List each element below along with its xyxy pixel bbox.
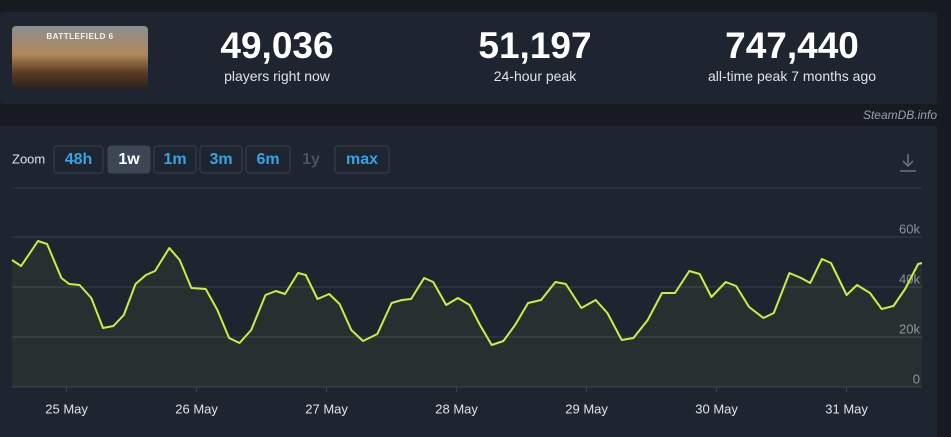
game-image: BATTLEFIELD 6 bbox=[12, 26, 148, 88]
x-tick-label: 30 May bbox=[695, 401, 738, 416]
x-tick-label: 26 May bbox=[175, 401, 218, 416]
x-tick-label: 29 May bbox=[565, 401, 608, 416]
stat: 747,440 all-time peak 7 months ago bbox=[662, 25, 922, 85]
stat-value: 51,197 bbox=[478, 25, 592, 66]
zoom-button-label[interactable]: 1m bbox=[163, 151, 186, 168]
zoom-button[interactable] bbox=[199, 145, 243, 174]
stat-value: 49,036 bbox=[220, 25, 334, 66]
source-link[interactable]: SteamDB.info bbox=[862, 108, 937, 122]
stats-panel: BATTLEFIELD 6 49,036 players right now 51… bbox=[0, 12, 937, 104]
download-icon[interactable] bbox=[900, 154, 916, 172]
x-tick-label: 25 May bbox=[45, 401, 88, 416]
stat: 49,036 players right now bbox=[147, 25, 407, 85]
y-tick-label: 20k bbox=[899, 321, 920, 336]
zoom-button-label[interactable]: max bbox=[346, 151, 378, 168]
x-tick-label: 31 May bbox=[825, 401, 868, 416]
stat-value: 747,440 bbox=[725, 25, 859, 66]
stat: 51,197 24-hour peak bbox=[405, 25, 665, 85]
image-label: BATTLEFIELD 6 bbox=[46, 32, 114, 41]
stat-label: players right now bbox=[224, 68, 330, 84]
y-tick-label: 0 bbox=[913, 371, 920, 386]
zoom-button-label[interactable]: 3m bbox=[209, 151, 232, 168]
zoom-button-label[interactable]: 1w bbox=[118, 151, 140, 168]
zoom-button-label: 1y bbox=[302, 151, 320, 168]
stat-label: all-time peak 7 months ago bbox=[707, 68, 877, 84]
zoom-button[interactable] bbox=[107, 145, 151, 174]
zoom-button[interactable] bbox=[153, 145, 197, 174]
x-tick-label: 28 May bbox=[435, 401, 478, 416]
y-tick-label: 60k bbox=[899, 221, 920, 236]
line-area bbox=[12, 241, 922, 387]
zoom-button-label[interactable]: 48h bbox=[65, 151, 93, 168]
zoom-button[interactable] bbox=[334, 145, 390, 174]
zoom-button-label[interactable]: 6m bbox=[256, 151, 279, 168]
line bbox=[11, 240, 923, 346]
stat-label: 24-hour peak bbox=[493, 68, 577, 84]
zoom-button[interactable] bbox=[53, 145, 104, 174]
zoom-label: Zoom bbox=[12, 151, 45, 166]
zoom-button[interactable] bbox=[245, 145, 291, 174]
chart-panel bbox=[0, 126, 937, 437]
x-tick-label: 27 May bbox=[305, 401, 348, 416]
